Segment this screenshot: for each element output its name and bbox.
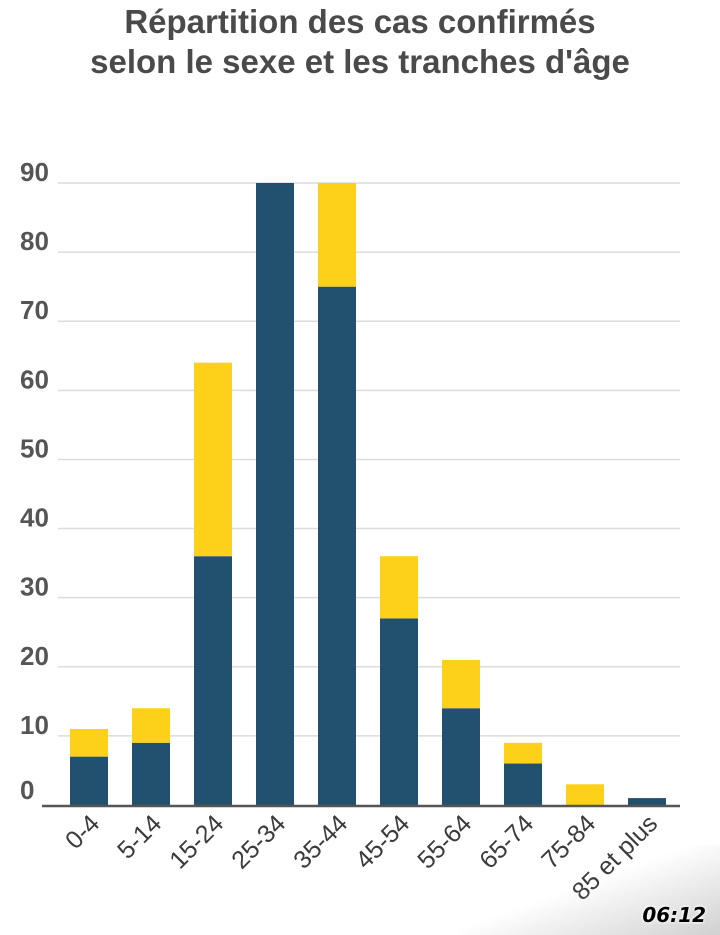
bar-segment-series-2	[132, 708, 170, 743]
y-tick-label: 70	[20, 295, 49, 325]
x-tick-label: 65-74	[474, 809, 539, 874]
x-tick-label: 45-54	[350, 809, 415, 874]
chart-title: Répartition des cas confirmés selon le s…	[0, 2, 720, 82]
y-tick-label: 60	[20, 364, 49, 394]
y-tick-label: 40	[20, 503, 49, 533]
chart-title-line-2: selon le sexe et les tranches d'âge	[90, 43, 630, 80]
bar-segment-series-2	[566, 784, 604, 805]
x-tick-label: 55-64	[412, 809, 477, 874]
chart-title-line-1: Répartition des cas confirmés	[124, 3, 596, 40]
x-tick-label: 15-24	[164, 809, 229, 874]
y-tick-label: 50	[20, 433, 49, 463]
bar-segment-series-1	[132, 742, 170, 805]
bar-segment-series-1	[318, 286, 356, 806]
y-tick-label: 20	[20, 641, 49, 671]
bar-segment-series-2	[194, 362, 232, 557]
timestamp-watermark: 06:12	[642, 903, 706, 927]
bar-segment-series-1	[194, 556, 232, 805]
x-tick-label: 0-4	[60, 809, 105, 854]
y-tick-label: 30	[20, 572, 49, 602]
bar-segment-series-1	[504, 763, 542, 805]
bar-segment-series-1	[70, 756, 108, 805]
bar-segment-series-1	[380, 618, 418, 805]
x-tick-label: 25-34	[226, 809, 291, 874]
bar-segment-series-1	[628, 798, 666, 805]
bar-segment-series-1	[442, 708, 480, 805]
bar-segment-series-2	[504, 742, 542, 764]
bar-segment-series-2	[442, 659, 480, 709]
y-tick-label: 0	[20, 775, 34, 805]
bar-segment-series-1	[256, 183, 294, 805]
y-tick-label: 10	[20, 710, 49, 740]
x-tick-label: 5-14	[112, 809, 167, 864]
bar-segment-series-2	[70, 728, 108, 757]
x-tick-label: 35-44	[288, 809, 353, 874]
y-tick-label: 90	[20, 157, 49, 187]
y-tick-label: 80	[20, 226, 49, 256]
bar-segment-series-2	[380, 556, 418, 619]
bar-segment-series-2	[318, 183, 356, 287]
